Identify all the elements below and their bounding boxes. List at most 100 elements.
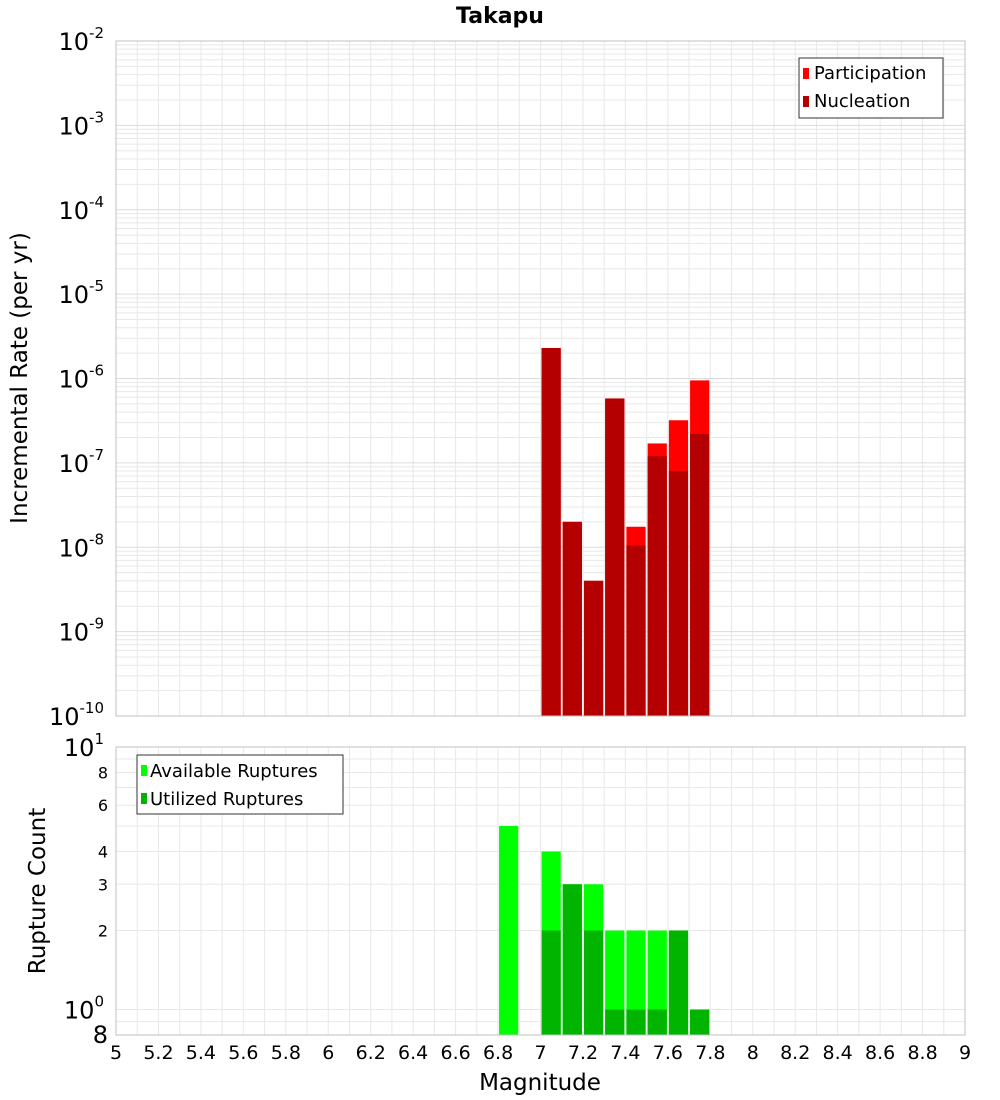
x-tick-label: 5 bbox=[110, 1042, 122, 1064]
bottom-y-tick-label: 2 bbox=[98, 922, 108, 941]
utilized-ruptures-bar bbox=[605, 1009, 625, 1035]
x-tick-label: 5.8 bbox=[271, 1042, 301, 1064]
participation-swatch bbox=[803, 68, 809, 79]
bottom-plot-frame bbox=[115, 746, 966, 1036]
top-y-tick-label: 10-7 bbox=[58, 446, 104, 478]
top-bars bbox=[541, 347, 710, 716]
utilized-swatch bbox=[141, 793, 147, 804]
y-tick-base: 10 bbox=[64, 997, 95, 1025]
top-y-tick-label: 10-5 bbox=[58, 277, 104, 309]
x-tick-label: 9 bbox=[959, 1042, 971, 1064]
x-tick-label: 7.8 bbox=[695, 1042, 725, 1064]
available-legend-label: Available Ruptures bbox=[150, 761, 318, 782]
x-tick-label: 8 bbox=[747, 1042, 759, 1064]
top-y-tick-label: 10-3 bbox=[58, 108, 104, 140]
y-tick-base: 10 bbox=[58, 197, 89, 225]
x-tick-label: 5.4 bbox=[186, 1042, 216, 1064]
y-tick-base: 10 bbox=[64, 734, 95, 762]
y-tick-base: 10 bbox=[49, 703, 80, 731]
y-tick-base: 10 bbox=[58, 450, 89, 478]
nucleation-bar bbox=[647, 456, 667, 716]
participation-legend-label: Participation bbox=[814, 63, 926, 84]
utilized-ruptures-bar bbox=[647, 1009, 667, 1035]
bottom-y-tick-label: 8 bbox=[98, 763, 108, 782]
x-tick-label: 8.4 bbox=[823, 1042, 853, 1064]
top-plot-frame bbox=[115, 40, 966, 717]
top-y-tick-label: 10-4 bbox=[58, 193, 104, 225]
utilized-ruptures-bar bbox=[626, 1009, 646, 1035]
top-y-axis-title: Incremental Rate (per yr) bbox=[7, 232, 33, 524]
y-tick-exponent: 0 bbox=[94, 993, 104, 1011]
utilized-ruptures-bar bbox=[668, 930, 689, 1035]
top-y-tick-label: 10-8 bbox=[58, 530, 104, 562]
bottom-y-axis-title: Rupture Count bbox=[25, 808, 51, 974]
x-tick-label: 5.2 bbox=[143, 1042, 173, 1064]
y-tick-base: 10 bbox=[58, 112, 89, 140]
nucleation-bar bbox=[626, 545, 646, 716]
bottom-legend-box bbox=[136, 754, 344, 815]
utilized-ruptures-bar bbox=[541, 930, 561, 1035]
x-tick-label: 6.2 bbox=[356, 1042, 386, 1064]
top-y-tick-label: 10-9 bbox=[58, 615, 104, 647]
top-y-tick-label: 10-2 bbox=[58, 24, 104, 56]
nucleation-swatch bbox=[803, 96, 809, 107]
x-tick-label: 7.2 bbox=[568, 1042, 598, 1064]
bottom-legend: Available Ruptures Utilized Ruptures bbox=[136, 754, 344, 815]
y-tick-base: 10 bbox=[58, 366, 89, 394]
chart-title: Takapu bbox=[456, 4, 544, 29]
available-ruptures-bar bbox=[647, 930, 667, 1035]
nucleation-bar bbox=[541, 347, 561, 716]
bottom-y-tick-label: 3 bbox=[98, 875, 108, 894]
top-y-tick-label: 10-6 bbox=[58, 362, 104, 394]
x-tick-label: 7 bbox=[534, 1042, 546, 1064]
nucleation-bar bbox=[605, 398, 625, 716]
x-tick-labels: 5 5.2 5.4 5.6 5.8 6 6.2 6.4 6.6 6.8 7 7.2 7.4 7.6 7.8 8… bbox=[110, 1042, 971, 1064]
y-tick-exponent: -10 bbox=[80, 699, 105, 717]
available-ruptures-bar bbox=[499, 826, 519, 1035]
top-gridlines bbox=[115, 41, 966, 717]
utilized-ruptures-bar bbox=[583, 930, 604, 1035]
y-tick-exponent: -3 bbox=[89, 108, 104, 126]
x-tick-label: 8.2 bbox=[780, 1042, 810, 1064]
y-tick-base: 10 bbox=[58, 534, 89, 562]
y-tick-exponent: 1 bbox=[94, 730, 104, 748]
y-tick-exponent: -2 bbox=[89, 24, 104, 42]
y-tick-base: 10 bbox=[58, 619, 89, 647]
x-tick-label: 6.4 bbox=[398, 1042, 428, 1064]
available-swatch bbox=[141, 765, 147, 776]
nucleation-bar bbox=[562, 521, 582, 716]
x-tick-label: 6.8 bbox=[483, 1042, 513, 1064]
utilized-ruptures-bar bbox=[690, 1009, 710, 1035]
incremental-rate-panel: 10-210-310-410-510-610-710-810-910-10 In… bbox=[7, 24, 966, 731]
top-legend: Participation Nucleation bbox=[798, 57, 944, 119]
nucleation-bar bbox=[668, 471, 689, 716]
y-tick-exponent: -4 bbox=[89, 193, 104, 211]
nucleation-bar bbox=[583, 580, 604, 716]
x-tick-label: 7.4 bbox=[610, 1042, 640, 1064]
x-axis-title: Magnitude bbox=[479, 1070, 601, 1096]
available-ruptures-bar bbox=[605, 930, 625, 1035]
nucleation-legend-label: Nucleation bbox=[814, 91, 910, 112]
x-tick-label: 5.6 bbox=[228, 1042, 258, 1064]
x-tick-label: 6.6 bbox=[440, 1042, 470, 1064]
bottom-y-tick-label: 8 bbox=[93, 1021, 108, 1049]
y-tick-exponent: -5 bbox=[89, 277, 104, 295]
top-y-tick-labels: 10-210-310-410-510-610-710-810-910-10 bbox=[49, 24, 104, 731]
bottom-y-tick-label: 100 bbox=[64, 993, 104, 1025]
x-tick-label: 6 bbox=[322, 1042, 334, 1064]
bottom-y-tick-label: 4 bbox=[98, 842, 108, 861]
x-tick-label: 8.6 bbox=[865, 1042, 895, 1064]
y-tick-exponent: -6 bbox=[89, 362, 104, 380]
top-y-tick-label: 10-10 bbox=[49, 699, 104, 731]
y-tick-exponent: -9 bbox=[89, 615, 104, 633]
y-tick-base: 10 bbox=[58, 28, 89, 56]
nucleation-bar bbox=[690, 433, 710, 716]
y-tick-exponent: -8 bbox=[89, 530, 104, 548]
y-tick-base: 10 bbox=[58, 281, 89, 309]
bottom-y-tick-label: 6 bbox=[98, 796, 108, 815]
utilized-legend-label: Utilized Ruptures bbox=[150, 789, 303, 810]
available-ruptures-bar bbox=[626, 930, 646, 1035]
